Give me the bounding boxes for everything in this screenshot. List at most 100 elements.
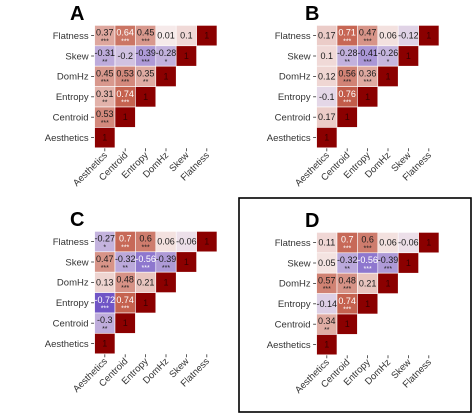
panel-b-cell-stars-skew-domhz: *	[387, 59, 390, 66]
panel-d-cell-stars-skew-entropy: ***	[364, 266, 372, 273]
panel-d-cell-value-centroid-centroid: 1	[345, 319, 350, 329]
panel-c-cell-stars-entropy-centroid: ***	[121, 306, 129, 313]
panel-a-cell-value-flatness-flatness: 1	[204, 31, 209, 41]
panel-a-cell-value-centroid-centroid: 1	[123, 112, 128, 122]
panel-c-cell-stars-skew-centroid: **	[122, 265, 128, 272]
panel-a-cell-value-flatness-aesthetics: 0.37	[96, 28, 114, 38]
panel-c-cell-value-domhz-aesthetics: 0.13	[96, 277, 114, 287]
panel-c-label: C	[70, 209, 84, 231]
panel-d-cell-stars-skew-domhz: ***	[384, 266, 392, 273]
panel-c-y-tick-centroid: Centroid	[53, 319, 89, 330]
panel-a-y-tick-skew: Skew	[65, 51, 88, 62]
panel-a-cell-value-entropy-entropy: 1	[143, 92, 148, 102]
panel-a-cell-value-domhz-domhz: 1	[163, 71, 168, 81]
panel-d-cell-stars-flatness-centroid: ***	[343, 245, 351, 252]
panel-c-cell-value-skew-entropy: -0.56	[135, 254, 156, 264]
panel-c-cell-stars-skew-entropy: ***	[142, 265, 150, 272]
panel-b-cell-value-domhz-domhz: 1	[385, 71, 390, 81]
panel-d-cell-value-skew-centroid: -0.32	[337, 255, 358, 265]
panel-b-cell-centroid-centroid	[336, 106, 358, 128]
panel-b-cell-value-flatness-domhz: 0.06	[379, 31, 397, 41]
panel-a-cell-stars-centroid-aesthetics: ***	[101, 120, 109, 127]
panel-b-cell-value-centroid-centroid: 1	[345, 112, 350, 122]
panel-a-label: A	[70, 3, 84, 25]
panel-c-y-tick-aesthetics: Aesthetics	[45, 339, 89, 350]
panel-d-cell-value-domhz-entropy: 0.21	[359, 278, 377, 288]
panel-d-highlight-border	[238, 197, 472, 413]
panel-a-cell-value-flatness-domhz: 0.01	[157, 31, 175, 41]
panel-c-cell-value-entropy-centroid: 0.74	[116, 295, 134, 305]
panel-a-cell-value-entropy-aesthetics: 0.31	[96, 89, 114, 99]
panel-d-cell-value-skew-entropy: -0.56	[357, 255, 378, 265]
panel-a-cell-value-domhz-centroid: 0.53	[116, 68, 134, 78]
panel-a-cell-aesthetics-aesthetics	[94, 127, 116, 149]
panel-d-cell-value-centroid-aesthetics: 0.34	[318, 316, 336, 326]
panel-d-y-tick-domhz: DomHz	[279, 279, 311, 290]
panel-a-cell-stars-skew-entropy: ***	[142, 59, 150, 66]
panel-b-cell-flatness-flatness	[418, 25, 440, 47]
panel-c-cell-value-flatness-skew: -0.06	[176, 237, 197, 247]
panel-c-cell-value-domhz-entropy: 0.21	[137, 277, 155, 287]
panel-b-cell-value-skew-entropy: -0.41	[357, 48, 378, 58]
panel-a-cell-stars-flatness-centroid: ***	[121, 38, 129, 45]
panel-a-cell-value-aesthetics-aesthetics: 1	[102, 133, 107, 143]
panel-a-cell-stars-skew-domhz: *	[165, 59, 168, 66]
panel-d-cell-value-entropy-aesthetics: -0.14	[317, 299, 338, 309]
panel-a-cell-value-skew-aesthetics: -0.31	[95, 48, 116, 58]
panel-c-cell-value-centroid-aesthetics: -0.3	[97, 315, 113, 325]
panel-b-cell-value-aesthetics-aesthetics: 1	[324, 133, 329, 143]
panel-c-cell-stars-skew-aesthetics: ***	[101, 265, 109, 272]
panel-c-cell-stars-skew-domhz: ***	[162, 265, 170, 272]
panel-b-cell-value-skew-centroid: -0.28	[337, 48, 358, 58]
panel-c-cell-value-aesthetics-aesthetics: 1	[102, 339, 107, 349]
panel-d-cell-stars-entropy-centroid: ***	[343, 307, 351, 314]
panel-c-cell-stars-domhz-centroid: ***	[121, 285, 129, 292]
panel-d-cell-value-aesthetics-aesthetics: 1	[324, 340, 329, 350]
panel-b-cell-stars-skew-centroid: **	[344, 59, 350, 66]
panel-a-y-tick-flatness: Flatness	[53, 31, 89, 42]
panel-b-cell-value-entropy-aesthetics: -0.1	[319, 92, 335, 102]
panel-c-cell-stars-flatness-entropy: ***	[142, 244, 150, 251]
panel-d-cell-stars-flatness-entropy: ***	[364, 245, 372, 252]
panel-d-cell-value-flatness-flatness: 1	[426, 238, 431, 248]
panel-a-cell-stars-domhz-entropy: **	[143, 79, 149, 86]
panel-d-y-tick-skew: Skew	[287, 258, 310, 269]
panel-d-cell-value-domhz-aesthetics: 0.57	[318, 275, 336, 285]
panel-b-cell-value-flatness-centroid: 0.71	[338, 28, 356, 38]
panel-d-cell-value-skew-domhz: -0.39	[378, 255, 399, 265]
panel-d-cell-stars-domhz-centroid: ***	[343, 286, 351, 293]
panel-b-cell-value-domhz-centroid: 0.56	[338, 68, 356, 78]
panel-d-cell-stars-skew-centroid: **	[344, 266, 350, 273]
panel-d-y-tick-flatness: Flatness	[275, 238, 311, 249]
panel-a-cell-value-flatness-entropy: 0.45	[137, 28, 155, 38]
panel-a-cell-domhz-domhz	[155, 65, 177, 87]
panel-c-cell-value-flatness-entropy: 0.6	[139, 234, 152, 244]
panel-d-cell-value-entropy-centroid: 0.74	[338, 296, 356, 306]
panel-b-cell-value-flatness-skew: -0.12	[398, 31, 419, 41]
panel-c-cell-value-skew-aesthetics: 0.47	[96, 254, 114, 264]
panel-b-cell-entropy-entropy	[357, 86, 379, 108]
panel-d-cell-value-flatness-domhz: 0.06	[379, 238, 397, 248]
panel-a-cell-stars-entropy-aesthetics: **	[102, 100, 108, 107]
panel-d-cell-stars-domhz-aesthetics: ***	[323, 286, 331, 293]
panel-a-cell-stars-skew-aesthetics: **	[102, 59, 108, 66]
panel-c-cell-centroid-centroid	[114, 312, 136, 334]
panel-c-cell-value-skew-domhz: -0.39	[156, 254, 177, 264]
panel-b-y-tick-centroid: Centroid	[275, 113, 311, 124]
panel-c-cell-domhz-domhz	[155, 271, 177, 293]
panel-d-cell-domhz-domhz	[377, 272, 399, 294]
panel-c-cell-value-skew-centroid: -0.32	[115, 254, 136, 264]
panel-b-cell-value-centroid-aesthetics: 0.17	[318, 112, 336, 122]
panel-c-cell-value-domhz-domhz: 1	[163, 277, 168, 287]
panel-a-y-tick-centroid: Centroid	[53, 113, 89, 124]
panel-b-cell-value-flatness-aesthetics: 0.17	[318, 31, 336, 41]
panel-d-cell-value-flatness-skew: -0.06	[398, 238, 419, 248]
panel-d-cell-value-flatness-aesthetics: 0.11	[318, 238, 335, 248]
panel-d-cell-flatness-flatness	[418, 232, 440, 254]
panel-d-cell-skew-skew	[397, 252, 419, 274]
panel-b-cell-value-entropy-entropy: 1	[365, 92, 370, 102]
panel-b-y-tick-skew: Skew	[287, 51, 310, 62]
panel-c-cell-value-domhz-centroid: 0.48	[116, 274, 134, 284]
